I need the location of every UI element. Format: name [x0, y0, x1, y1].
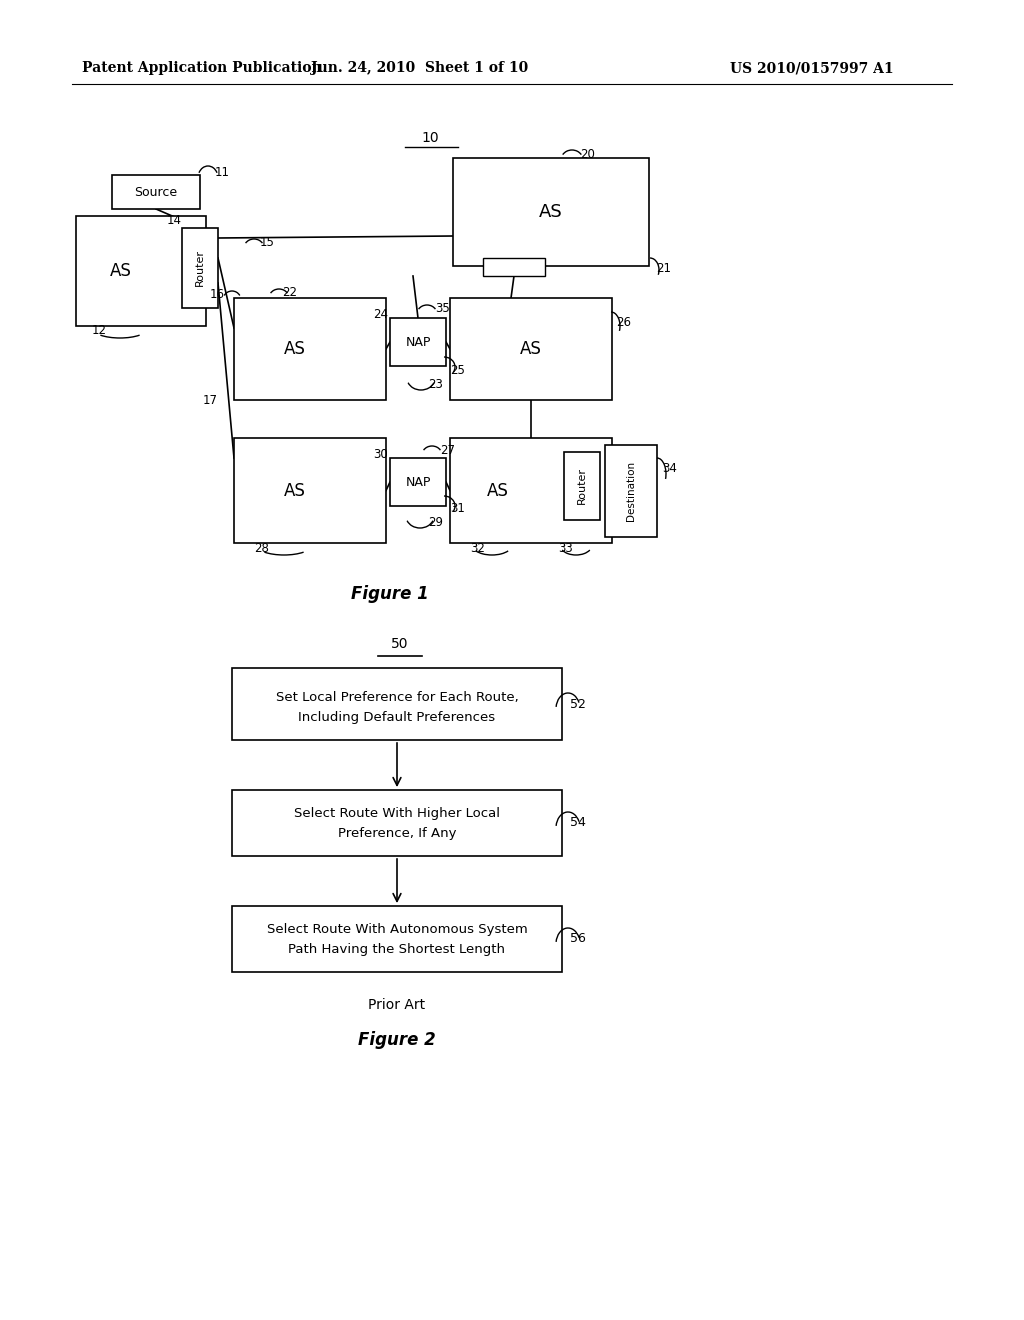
Text: AS: AS	[520, 341, 542, 358]
Text: Set Local Preference for Each Route,: Set Local Preference for Each Route,	[275, 692, 518, 705]
Bar	[234, 298, 386, 400]
Text: 25: 25	[450, 363, 465, 376]
Text: 28: 28	[254, 541, 269, 554]
Text: 27: 27	[440, 444, 455, 457]
Text: Including Default Preferences: Including Default Preferences	[298, 711, 496, 725]
Bar	[390, 458, 446, 506]
Bar	[564, 451, 600, 520]
Text: 31: 31	[450, 502, 465, 515]
Text: AS: AS	[487, 482, 509, 499]
Text: 15: 15	[260, 236, 274, 249]
Text: NAP: NAP	[406, 475, 431, 488]
Text: Router: Router	[577, 467, 587, 504]
Text: Source: Source	[134, 186, 177, 198]
Text: 21: 21	[656, 261, 671, 275]
Bar	[453, 158, 649, 267]
Text: AS: AS	[284, 482, 306, 499]
Text: Router: Router	[195, 249, 205, 286]
Text: 26: 26	[616, 315, 631, 329]
Text: 33: 33	[558, 541, 572, 554]
Bar	[182, 228, 218, 308]
Text: Select Route With Autonomous System: Select Route With Autonomous System	[266, 924, 527, 936]
Text: AS: AS	[110, 261, 132, 280]
Text: 35: 35	[435, 301, 450, 314]
Text: 29: 29	[428, 516, 443, 528]
Text: 56: 56	[570, 932, 586, 945]
Text: 16: 16	[210, 289, 225, 301]
Bar	[232, 789, 562, 855]
Text: Preference, If Any: Preference, If Any	[338, 828, 457, 841]
Bar	[232, 668, 562, 741]
Text: 54: 54	[570, 817, 586, 829]
Text: 22: 22	[282, 285, 297, 298]
Bar	[112, 176, 200, 209]
Bar	[234, 438, 386, 543]
Text: 14: 14	[167, 214, 182, 227]
Text: Figure 2: Figure 2	[358, 1031, 436, 1049]
Text: Select Route With Higher Local: Select Route With Higher Local	[294, 808, 500, 821]
Text: Path Having the Shortest Length: Path Having the Shortest Length	[289, 944, 506, 957]
Text: 10: 10	[421, 131, 439, 145]
Bar	[605, 445, 657, 537]
Text: AS: AS	[539, 203, 563, 220]
Text: 32: 32	[470, 541, 485, 554]
Text: 50: 50	[391, 638, 409, 651]
Bar	[390, 318, 446, 366]
Text: 34: 34	[662, 462, 677, 474]
Text: US 2010/0157997 A1: US 2010/0157997 A1	[730, 61, 894, 75]
Text: NAP: NAP	[406, 335, 431, 348]
Text: Destination: Destination	[626, 461, 636, 521]
Text: Figure 1: Figure 1	[351, 585, 429, 603]
Bar	[450, 298, 612, 400]
Text: AS: AS	[284, 341, 306, 358]
Text: Patent Application Publication: Patent Application Publication	[82, 61, 322, 75]
Text: 11: 11	[215, 165, 230, 178]
Bar	[450, 438, 612, 543]
Bar	[232, 906, 562, 972]
Text: 52: 52	[570, 697, 586, 710]
Text: 12: 12	[92, 323, 106, 337]
Text: 24: 24	[373, 309, 388, 322]
Bar	[483, 257, 545, 276]
Text: Prior Art: Prior Art	[369, 998, 426, 1012]
Text: 30: 30	[374, 449, 388, 462]
Text: 17: 17	[203, 393, 218, 407]
Text: 23: 23	[428, 379, 442, 392]
Bar	[76, 216, 206, 326]
Text: 20: 20	[580, 148, 595, 161]
Text: Jun. 24, 2010  Sheet 1 of 10: Jun. 24, 2010 Sheet 1 of 10	[311, 61, 528, 75]
